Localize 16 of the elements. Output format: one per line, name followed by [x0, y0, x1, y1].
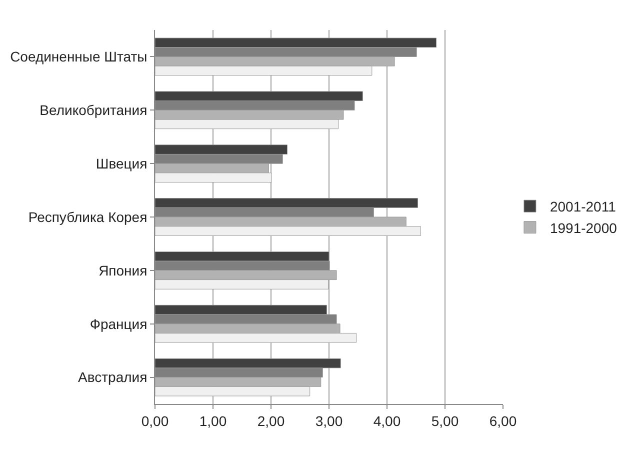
- x-tick-label: 0,00: [141, 412, 169, 429]
- y-tick-label: Австралия: [78, 369, 148, 386]
- legend-label: 1991-2000: [550, 220, 618, 236]
- x-tick-label: 4,00: [373, 412, 401, 429]
- y-tick-label: Швеция: [96, 155, 148, 172]
- y-tick-label: Япония: [98, 262, 148, 278]
- y-tick-label: Соединенные Штаты: [10, 48, 148, 65]
- y-tick-label: Франция: [90, 316, 148, 332]
- x-tick-label: 6,00: [489, 412, 517, 429]
- y-tick-label: Великобритания: [40, 102, 148, 118]
- x-tick-label: 3,00: [315, 412, 343, 429]
- x-tick-label: 1,00: [199, 412, 227, 429]
- x-tick-label: 2,00: [257, 412, 285, 429]
- legend-label: 2001-2011: [550, 198, 616, 215]
- x-tick-label: 5,00: [431, 412, 459, 429]
- y-tick-label: Республика Корея: [28, 208, 148, 225]
